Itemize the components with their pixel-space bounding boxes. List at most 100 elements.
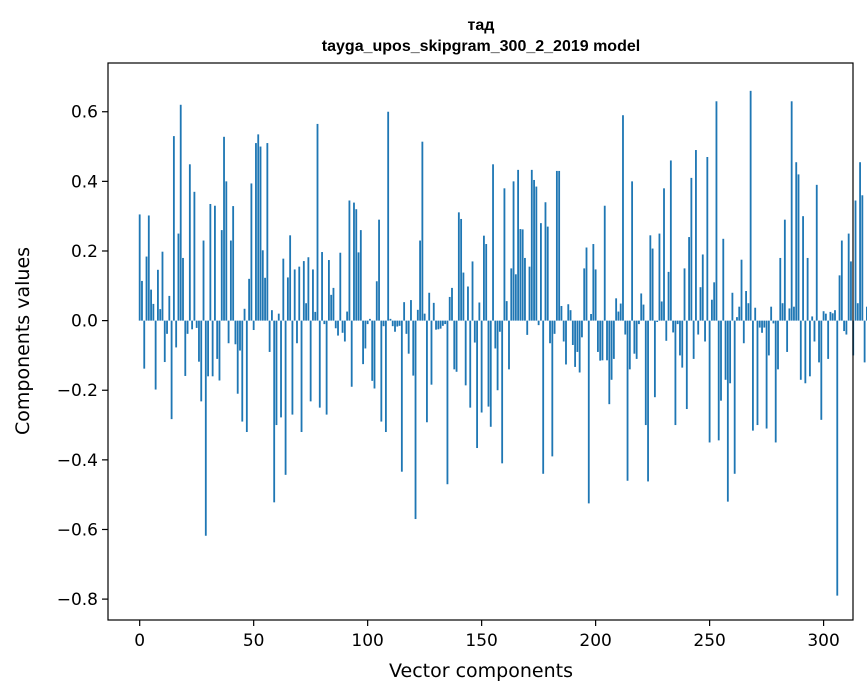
bar-167 xyxy=(519,229,522,321)
bar-72 xyxy=(302,261,305,321)
bar-221 xyxy=(642,304,645,321)
bar-25 xyxy=(195,320,198,328)
bar-266 xyxy=(745,291,747,321)
bar-295 xyxy=(811,316,814,321)
bar-206 xyxy=(608,320,611,405)
bar-296 xyxy=(813,320,816,342)
bar-310 xyxy=(845,320,848,335)
bar-201 xyxy=(596,320,599,352)
bar-53 xyxy=(259,146,262,321)
bar-178 xyxy=(544,202,547,321)
bar-312 xyxy=(850,261,852,321)
bar-33 xyxy=(214,205,216,321)
bar-102 xyxy=(371,320,374,381)
bar-3 xyxy=(145,256,148,321)
bar-17 xyxy=(177,233,180,321)
bar-140 xyxy=(457,212,460,321)
bar-154 xyxy=(489,320,492,427)
y-tick-label: −0.4 xyxy=(57,451,98,471)
bar-150 xyxy=(480,320,483,413)
bar-217 xyxy=(633,320,636,354)
bar-161 xyxy=(505,301,508,321)
bar-261 xyxy=(733,320,736,474)
bar-249 xyxy=(706,156,709,321)
bar-6 xyxy=(152,303,155,321)
bar-290 xyxy=(799,320,802,380)
bar-0 xyxy=(138,214,141,321)
plot-frame xyxy=(107,62,854,621)
bar-92 xyxy=(348,200,351,321)
bar-198 xyxy=(590,314,592,321)
bar-149 xyxy=(478,302,481,321)
bar-203 xyxy=(601,320,604,361)
bar-209 xyxy=(615,298,618,321)
bar-68 xyxy=(293,269,296,321)
bar-242 xyxy=(690,177,693,321)
bar-159 xyxy=(501,320,504,464)
bar-243 xyxy=(692,320,695,359)
bar-59 xyxy=(273,320,276,503)
bar-304 xyxy=(831,313,834,321)
bar-315 xyxy=(856,303,859,321)
bar-84 xyxy=(330,294,333,321)
bar-79 xyxy=(318,320,321,408)
bar-306 xyxy=(836,320,839,596)
bar-16 xyxy=(175,320,178,348)
bar-116 xyxy=(403,302,406,321)
bar-7 xyxy=(154,320,157,390)
bar-165 xyxy=(514,274,517,321)
bar-5 xyxy=(150,289,152,321)
bar-40 xyxy=(229,240,232,321)
bar-35 xyxy=(218,320,221,381)
bar-144 xyxy=(467,286,469,321)
bar-168 xyxy=(521,229,524,321)
x-tick-label: 50 xyxy=(243,631,265,651)
bar-202 xyxy=(599,320,602,361)
bar-311 xyxy=(847,233,850,321)
bar-91 xyxy=(346,311,349,321)
bar-235 xyxy=(674,320,677,426)
x-tick-label: 250 xyxy=(693,631,725,651)
bar-214 xyxy=(626,320,629,481)
bar-93 xyxy=(350,320,353,387)
bar-115 xyxy=(400,320,403,472)
bar-100 xyxy=(366,320,369,325)
bar-293 xyxy=(806,257,809,321)
bar-316 xyxy=(859,162,861,321)
bar-163 xyxy=(510,268,513,321)
bar-31 xyxy=(209,203,212,321)
bar-1 xyxy=(141,280,143,321)
bar-289 xyxy=(797,174,800,321)
bar-60 xyxy=(275,320,278,426)
bar-224 xyxy=(649,235,652,321)
bar-76 xyxy=(312,269,314,321)
bar-318 xyxy=(863,320,866,363)
bar-228 xyxy=(658,233,661,321)
bar-95 xyxy=(355,209,358,321)
bar-259 xyxy=(729,320,732,384)
bar-213 xyxy=(624,320,627,335)
bar-215 xyxy=(628,320,631,370)
bar-98 xyxy=(362,320,364,365)
bar-307 xyxy=(838,275,841,321)
bar-117 xyxy=(405,320,408,334)
bar-179 xyxy=(546,226,549,321)
bar-220 xyxy=(640,293,643,321)
bar-77 xyxy=(314,311,317,321)
y-axis: −0.8 −0.6 −0.4 −0.2 0.0 0.2 0.4 0.6 xyxy=(57,103,108,610)
bar-219 xyxy=(638,320,640,325)
bar-177 xyxy=(542,320,545,474)
bar-285 xyxy=(788,308,791,321)
bar-200 xyxy=(594,269,597,321)
bar-89 xyxy=(341,320,344,333)
bar-57 xyxy=(268,320,271,352)
bar-238 xyxy=(681,320,684,368)
bar-263 xyxy=(738,306,741,321)
bar-246 xyxy=(699,287,702,321)
bar-4 xyxy=(147,215,150,321)
bar-302 xyxy=(827,320,830,359)
bar-282 xyxy=(781,303,784,321)
bar-274 xyxy=(763,320,766,328)
bar-251 xyxy=(710,299,713,321)
bar-56 xyxy=(266,143,269,321)
